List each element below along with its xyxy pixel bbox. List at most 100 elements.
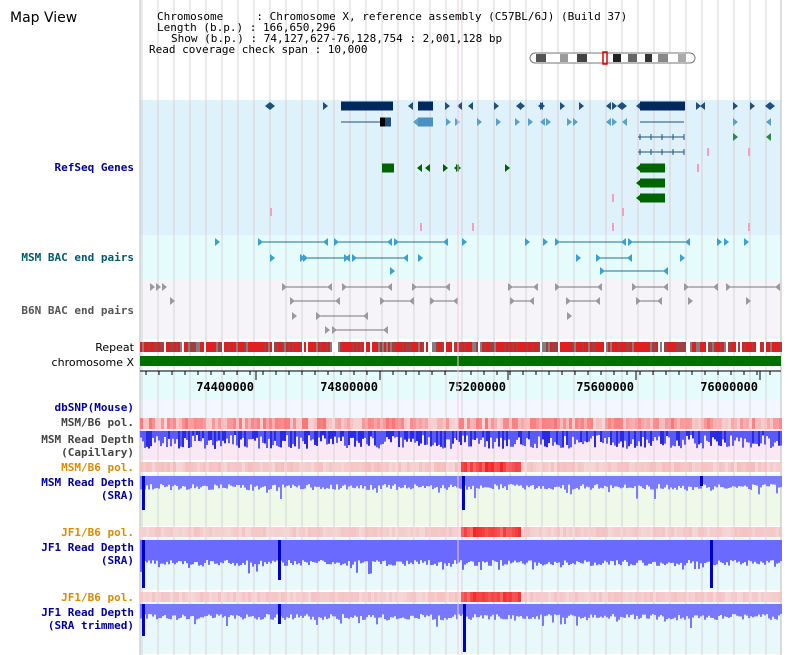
jf1-read-depth-trimmed-label[interactable]: JF1 Read Depth (SRA trimmed) xyxy=(41,606,134,632)
depth-bar xyxy=(358,540,360,561)
depth-bar xyxy=(702,604,704,616)
depth-bar xyxy=(536,604,538,617)
depth-bar xyxy=(622,540,624,562)
depth-bar xyxy=(586,431,588,443)
bac-end-pair-features[interactable] xyxy=(150,238,780,334)
depth-bar xyxy=(558,431,560,446)
depth-bar xyxy=(746,540,748,566)
msm-bac-track-label[interactable]: MSM BAC end pairs xyxy=(21,251,134,264)
pol-cell xyxy=(422,462,425,472)
msm-read-depth-sra-label[interactable]: MSM Read Depth (SRA) xyxy=(41,476,134,502)
depth-bar xyxy=(546,476,548,490)
pol-cell xyxy=(554,592,557,602)
chromosome-ideogram[interactable] xyxy=(529,51,696,65)
pol-cell xyxy=(296,592,299,602)
pol-cell xyxy=(461,527,464,537)
gene-arrow xyxy=(724,238,729,246)
pol-cell xyxy=(734,592,737,602)
depth-bar xyxy=(328,431,330,444)
pol-cell xyxy=(497,462,500,472)
gene-marker xyxy=(748,148,750,156)
pol-cell xyxy=(197,418,200,429)
depth-bar xyxy=(466,431,468,436)
coverage-span-line: Read coverage check span : 10,000 xyxy=(149,43,368,56)
pol-cell xyxy=(680,418,683,429)
refseq-gene-features[interactable] xyxy=(265,101,775,232)
depth-bar xyxy=(162,604,164,617)
depth-bar xyxy=(602,431,604,444)
pol-cell xyxy=(581,592,584,602)
dbsnp-track-label[interactable]: dbSNP(Mouse) xyxy=(54,401,134,414)
depth-bar xyxy=(706,540,708,563)
refseq-track-label[interactable]: RefSeq Genes xyxy=(54,161,134,174)
pol-cell xyxy=(545,592,548,602)
jf1-read-depth-sra-label[interactable]: JF1 Read Depth (SRA) xyxy=(41,541,134,567)
depth-bar xyxy=(714,476,716,487)
gene-arrow xyxy=(417,164,422,172)
depth-bar xyxy=(424,476,426,488)
depth-bar xyxy=(462,540,464,570)
pol-cell xyxy=(203,592,206,602)
pol-cell xyxy=(641,418,644,429)
gene-arrow xyxy=(621,238,626,246)
depth-bar xyxy=(398,540,400,562)
msm-read-depth-capillary-label[interactable]: MSM Read Depth (Capillary) xyxy=(41,433,134,459)
depth-bar xyxy=(436,540,438,566)
depth-bar xyxy=(152,476,154,490)
repeat-bar xyxy=(308,342,310,352)
depth-bar xyxy=(232,540,234,563)
msm-b6-pol-label-1[interactable]: MSM/B6 pol. xyxy=(61,416,134,429)
depth-bar xyxy=(594,431,596,448)
depth-bar xyxy=(770,431,772,448)
repeat-bar xyxy=(318,342,320,352)
pol-cell xyxy=(773,592,776,602)
depth-bar xyxy=(568,431,570,449)
jf1-b6-pol-label-2[interactable]: JF1/B6 pol. xyxy=(61,591,134,604)
depth-bar xyxy=(692,604,694,618)
repeat-bar xyxy=(738,342,740,352)
pol-cell xyxy=(701,527,704,537)
depth-bar xyxy=(670,431,672,448)
depth-bar xyxy=(270,540,272,564)
pol-cell xyxy=(173,592,176,602)
repeat-bar xyxy=(330,342,332,352)
pol-cell xyxy=(686,592,689,602)
depth-bar xyxy=(724,431,726,443)
pol-cell xyxy=(698,527,701,537)
depth-bar xyxy=(322,476,324,488)
repeat-bar xyxy=(290,342,292,352)
depth-bar xyxy=(678,476,680,487)
depth-bar xyxy=(180,540,182,562)
pol-cell xyxy=(392,592,395,602)
repeat-bar xyxy=(582,342,584,352)
depth-bar xyxy=(604,540,606,561)
depth-bar xyxy=(158,476,160,489)
gene-block xyxy=(418,117,433,127)
pol-cell xyxy=(227,418,230,429)
depth-bar xyxy=(370,540,372,574)
pol-cell xyxy=(473,592,476,602)
depth-bar xyxy=(438,540,440,563)
pol-cell xyxy=(206,418,209,429)
pol-cell xyxy=(674,527,677,537)
depth-bar xyxy=(390,604,392,618)
pol-cell xyxy=(662,418,665,429)
repeat-bar xyxy=(726,342,728,352)
b6n-bac-track-label[interactable]: B6N BAC end pairs xyxy=(21,304,134,317)
pol-cell xyxy=(176,462,179,472)
pol-cell xyxy=(725,462,728,472)
chromosome-track-label[interactable]: chromosome X xyxy=(51,356,134,369)
msm-b6-pol-label-2[interactable]: MSM/B6 pol. xyxy=(61,461,134,474)
repeat-track-label[interactable]: Repeat xyxy=(95,341,134,354)
depth-bar xyxy=(250,604,252,617)
depth-bar xyxy=(608,540,610,565)
depth-bar xyxy=(436,604,438,627)
pol-cell xyxy=(656,527,659,537)
pol-cell xyxy=(740,527,743,537)
pol-cell xyxy=(719,527,722,537)
repeat-bar xyxy=(760,342,762,352)
jf1-b6-pol-label-1[interactable]: JF1/B6 pol. xyxy=(61,526,134,539)
depth-bar xyxy=(690,540,692,564)
depth-bar xyxy=(212,431,214,446)
